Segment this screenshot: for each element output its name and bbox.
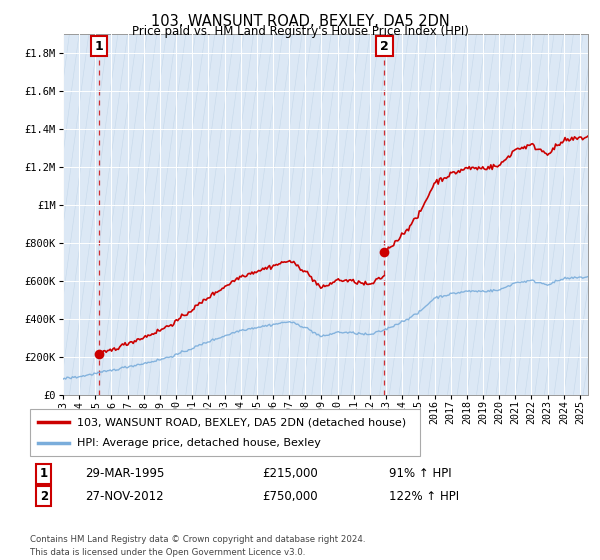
Text: £750,000: £750,000 (262, 489, 317, 503)
Text: 91% ↑ HPI: 91% ↑ HPI (389, 467, 451, 480)
Text: Price paid vs. HM Land Registry's House Price Index (HPI): Price paid vs. HM Land Registry's House … (131, 25, 469, 38)
Text: £215,000: £215,000 (262, 467, 317, 480)
Text: 2: 2 (40, 489, 48, 503)
Text: This data is licensed under the Open Government Licence v3.0.: This data is licensed under the Open Gov… (30, 548, 305, 557)
Text: 122% ↑ HPI: 122% ↑ HPI (389, 489, 459, 503)
Text: HPI: Average price, detached house, Bexley: HPI: Average price, detached house, Bexl… (77, 438, 320, 448)
Text: 1: 1 (40, 467, 48, 480)
FancyBboxPatch shape (30, 409, 420, 456)
Text: 103, WANSUNT ROAD, BEXLEY, DA5 2DN: 103, WANSUNT ROAD, BEXLEY, DA5 2DN (151, 14, 449, 29)
Text: 27-NOV-2012: 27-NOV-2012 (85, 489, 164, 503)
Text: 2: 2 (380, 40, 389, 53)
Text: 1: 1 (95, 40, 103, 53)
Text: 29-MAR-1995: 29-MAR-1995 (85, 467, 164, 480)
Text: 103, WANSUNT ROAD, BEXLEY, DA5 2DN (detached house): 103, WANSUNT ROAD, BEXLEY, DA5 2DN (deta… (77, 417, 406, 427)
Text: Contains HM Land Registry data © Crown copyright and database right 2024.: Contains HM Land Registry data © Crown c… (30, 535, 365, 544)
